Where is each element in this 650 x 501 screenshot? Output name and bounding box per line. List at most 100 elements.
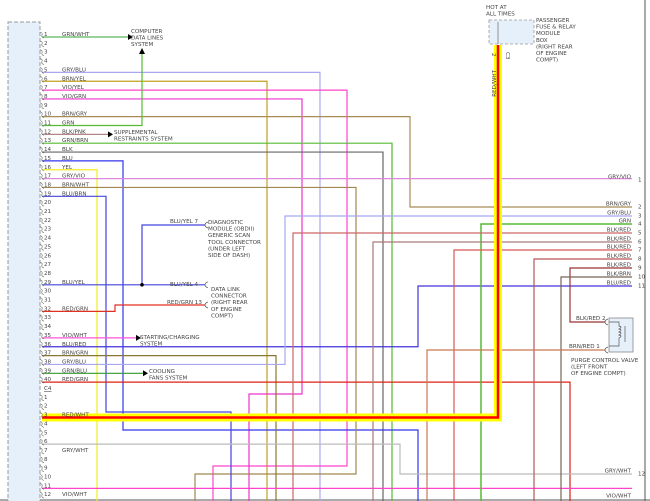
- pin-terminal-icon: [39, 146, 45, 154]
- left-pin-number: 39: [44, 368, 52, 374]
- left-pin-number: 36: [44, 342, 52, 348]
- left-pin-number: 9: [44, 103, 48, 109]
- fuse-box-label-line: PASSENGER: [536, 18, 570, 24]
- left-pin-number: 22: [44, 218, 51, 224]
- computer-data-lines-label-line: DATA LINES: [131, 36, 164, 42]
- connector-terminal-icon: [204, 301, 209, 309]
- pin-terminal-icon: [39, 75, 45, 83]
- wire: [42, 285, 632, 348]
- left-wire-label: GRY/VIO: [62, 174, 86, 180]
- pin-terminal-icon: [39, 244, 45, 251]
- left-pin-number: 37: [44, 351, 52, 357]
- left-pin-number: 10: [44, 112, 52, 118]
- pin-terminal-icon: [39, 191, 45, 198]
- right-wire-label: GRN: [619, 219, 631, 225]
- left-pin-number: 14: [44, 147, 52, 153]
- left-pin-number: 11: [44, 483, 52, 489]
- pin-terminal-icon: [39, 412, 45, 419]
- left-wire-label: BLK: [62, 147, 73, 153]
- left-pin-number: 8: [44, 457, 48, 463]
- left-pin-number: 13: [44, 138, 52, 144]
- wire: [533, 258, 632, 501]
- purge-pin1-label: BRN/RED 1: [569, 344, 600, 350]
- left-wire-label: RED/GRN: [62, 306, 88, 312]
- pin-terminal-icon: [39, 164, 45, 172]
- solenoid-coil-icon: [609, 321, 622, 347]
- left-wire-label: BLU/BRN: [62, 191, 87, 197]
- diagnostic-module-label-line: TOOL CONNECTOR: [207, 240, 261, 246]
- pin-terminal-icon: [39, 456, 45, 464]
- left-pin-number: 28: [44, 271, 52, 277]
- right-pin-number: 5: [638, 231, 642, 237]
- right-wire-label: BLK/RED: [607, 237, 631, 243]
- right-pin-number: 11: [638, 284, 646, 290]
- computer-data-lines-label-line: COMPUTER: [131, 29, 163, 35]
- pin-terminal-icon: [39, 350, 45, 357]
- right-pin-number: 7: [638, 248, 642, 254]
- fuse-connector-label: C3: [504, 52, 510, 60]
- left-pin-number: 7: [44, 448, 48, 454]
- pin-terminal-icon: [39, 429, 45, 437]
- left-wire-label: GRY/BLU: [62, 67, 86, 73]
- right-wire-label: BLK/BRN: [607, 272, 631, 278]
- pin-terminal-icon: [39, 217, 45, 225]
- cooling-fans-label-line: COOLING: [149, 369, 175, 375]
- pin-terminal-icon: [39, 111, 45, 118]
- pin-terminal-icon: [39, 376, 45, 384]
- right-wire-label: GRY/WHT: [605, 469, 632, 475]
- left-pin-number: 9: [44, 466, 48, 472]
- left-wire-label: VIO/YEL: [62, 85, 85, 91]
- pin-terminal-icon: [39, 31, 45, 39]
- left-wire-label: GRN: [62, 121, 74, 127]
- data-link-connector-label-line: CONNECTOR: [211, 294, 247, 300]
- left-wire-label: BLU/YEL: [62, 280, 86, 286]
- wire: [42, 186, 357, 501]
- pin-terminal-icon: [39, 67, 45, 74]
- left-pin-number: 16: [44, 165, 52, 171]
- left-pin-number: 35: [44, 333, 52, 339]
- left-wire-label: GRY/WHT: [62, 448, 89, 454]
- left-pin-number: 29: [44, 280, 52, 286]
- right-wire-label: BLK/RED: [607, 263, 631, 269]
- left-pin-number: 6: [44, 439, 48, 445]
- left-pin-number: 23: [44, 227, 52, 233]
- pin-terminal-icon: [39, 279, 45, 287]
- connector-terminal-icon: [604, 318, 609, 326]
- purge-pin2-label: BLK/RED 2: [576, 316, 606, 322]
- left-pin-number: 7: [44, 85, 48, 91]
- left-wire-label: BRN/YEL: [62, 76, 87, 82]
- fuse-box-label-line: MODULE: [536, 31, 561, 37]
- purge-valve-label-line: OF ENGINE COMPT): [571, 371, 626, 377]
- left-wire-label: GRN/BLU: [62, 368, 87, 374]
- left-pin-number: 21: [44, 209, 52, 215]
- wire: [292, 232, 632, 501]
- wire: [42, 169, 98, 501]
- left-pin-number: 15: [44, 156, 52, 162]
- left-pin-number: 34: [44, 324, 52, 330]
- pin-terminal-icon: [39, 394, 45, 402]
- pin-terminal-icon: [39, 483, 45, 490]
- arrow-up-icon: [139, 48, 145, 54]
- diagnostic-module-label-line: DIAGNOSTIC: [208, 220, 243, 226]
- pin-terminal-icon: [39, 129, 45, 136]
- pin-terminal-icon: [39, 447, 45, 455]
- left-pin-number: 32: [44, 306, 51, 312]
- left-wire-label: BLU: [62, 156, 73, 162]
- purge-valve-body: [608, 317, 634, 353]
- splice-dot: [140, 283, 144, 287]
- cooling-fans-label-line: FANS SYSTEM: [149, 376, 188, 382]
- pin-terminal-icon: [39, 235, 45, 242]
- pin-terminal-icon: [39, 359, 45, 366]
- left-pin-number: 27: [44, 262, 52, 268]
- pin-terminal-icon: [39, 226, 45, 233]
- pin-terminal-icon: [39, 199, 45, 207]
- pin-terminal-icon: [39, 84, 45, 92]
- left-pin-number: 1: [44, 395, 48, 401]
- left-wire-label: BRN/WHT: [62, 182, 90, 188]
- pin-terminal-icon: [39, 403, 45, 410]
- left-wire-label: GRY/BLU: [62, 359, 86, 365]
- wire: [569, 267, 632, 323]
- fuse-box-label-line: FUSE & RELAY: [536, 25, 576, 31]
- wire: [42, 89, 348, 501]
- left-pin-number: 4: [44, 59, 48, 65]
